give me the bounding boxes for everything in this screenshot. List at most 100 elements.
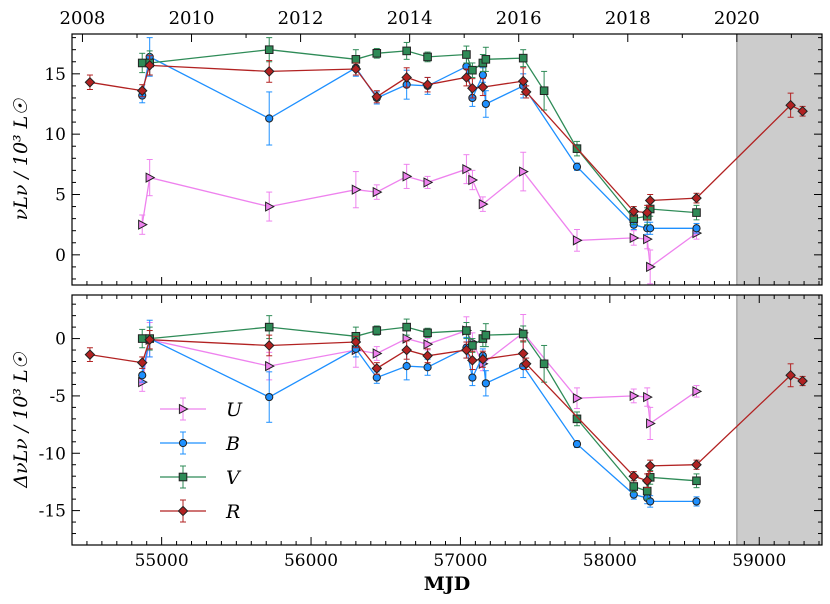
x-tick-label: 57000: [433, 551, 487, 571]
year-tick-label: 2010: [169, 8, 215, 29]
data-point-B: [265, 392, 274, 402]
series-U: [138, 151, 703, 285]
legend-label-V: V: [226, 467, 242, 489]
data-point-R: [628, 206, 640, 217]
top-panel-frame: [71, 33, 823, 286]
data-point-U: [351, 184, 362, 195]
data-point-B: [692, 497, 701, 506]
data-point-R: [520, 86, 532, 98]
legend-label-R: R: [225, 501, 240, 523]
data-point-V: [462, 50, 471, 59]
y-tick-label: -15: [39, 502, 66, 522]
data-point-U: [423, 339, 434, 350]
data-point-V: [518, 329, 528, 339]
data-point-R: [785, 369, 796, 381]
data-point-U: [265, 201, 275, 212]
year-tick-label: 2014: [387, 8, 433, 29]
legend-marker-V: [178, 472, 188, 482]
data-point-V: [351, 55, 361, 64]
data-point-B: [646, 224, 655, 233]
data-point-V: [423, 328, 432, 338]
x-tick-label: 56000: [284, 551, 338, 571]
data-point-V: [692, 476, 701, 486]
data-point-R: [644, 460, 656, 472]
series-line-R: [89, 339, 803, 482]
data-point-R: [263, 66, 275, 77]
series-V: [137, 315, 701, 500]
data-point-U: [643, 391, 653, 403]
top-year-axis: 2008 2010 2012 2014 2016 2018 2020: [60, 8, 792, 42]
data-point-R: [422, 350, 433, 362]
data-point-R: [422, 79, 433, 90]
data-point-V: [481, 330, 491, 340]
data-point-V: [468, 341, 477, 350]
data-point-R: [371, 363, 383, 374]
data-point-R: [144, 334, 155, 346]
data-point-R: [641, 475, 653, 487]
data-point-R: [467, 355, 478, 366]
series-line-U: [141, 329, 697, 425]
data-point-V: [692, 208, 701, 217]
year-tick-label: 2016: [496, 8, 542, 29]
data-point-R: [84, 349, 96, 360]
data-point-R: [84, 76, 96, 88]
data-point-R: [461, 344, 472, 356]
x-tick-label: 58000: [583, 551, 637, 571]
data-point-R: [517, 348, 529, 359]
x-tick-label: 59000: [732, 551, 786, 571]
data-point-R: [144, 60, 155, 71]
series-R: [84, 330, 808, 489]
data-point-R: [401, 344, 412, 356]
data-point-R: [797, 375, 808, 387]
legend-marker-B: [178, 438, 188, 448]
data-point-V: [423, 52, 432, 62]
data-point-R: [477, 81, 489, 93]
data-point-B: [372, 373, 381, 382]
data-point-R: [785, 99, 796, 111]
data-point-V: [572, 414, 582, 424]
y-tick-label: 5: [55, 185, 66, 205]
series-V: [137, 37, 701, 226]
data-point-U: [646, 261, 656, 273]
data-point-V: [629, 482, 639, 491]
bottom-panel: 0 -5 -10 -15 ΔνLν / 10³ L☉ 55000 56000 57000 580…: [10, 294, 823, 595]
data-point-U: [372, 186, 383, 198]
y-tick-label: -10: [39, 444, 66, 464]
series-line-B: [141, 55, 697, 229]
data-point-B: [692, 224, 701, 233]
legend-marker-R: [177, 505, 189, 517]
data-point-R: [350, 336, 362, 348]
data-point-R: [644, 195, 656, 206]
data-point-U: [629, 390, 640, 402]
data-point-V: [372, 326, 382, 335]
data-point-U: [372, 348, 383, 359]
year-tick-label: 2012: [278, 8, 324, 29]
data-point-U: [138, 219, 148, 230]
shaded-region: [736, 34, 822, 285]
data-point-U: [692, 386, 703, 397]
legend-marker-U: [178, 403, 189, 415]
data-point-U: [265, 360, 275, 372]
bottom-y-axis-label: ΔνLν / 10³ L☉: [10, 351, 32, 488]
year-tick-label: 2018: [605, 8, 651, 29]
data-point-R: [628, 470, 640, 482]
data-point-R: [797, 105, 808, 117]
data-point-B: [468, 373, 477, 382]
year-tick-label: 2008: [60, 8, 106, 29]
plot-area: [84, 313, 808, 508]
data-point-R: [350, 63, 362, 75]
series-line-U: [141, 168, 697, 269]
data-point-V: [642, 486, 652, 496]
year-tick-label: 2020: [714, 8, 760, 29]
shaded-region: [736, 295, 822, 545]
data-point-B: [478, 70, 487, 80]
data-point-V: [402, 46, 411, 56]
data-point-U: [402, 171, 413, 182]
data-point-U: [519, 166, 529, 177]
data-point-U: [572, 235, 583, 246]
data-point-V: [137, 334, 147, 343]
y-tick-label: 0: [55, 246, 66, 266]
data-point-U: [145, 172, 156, 183]
